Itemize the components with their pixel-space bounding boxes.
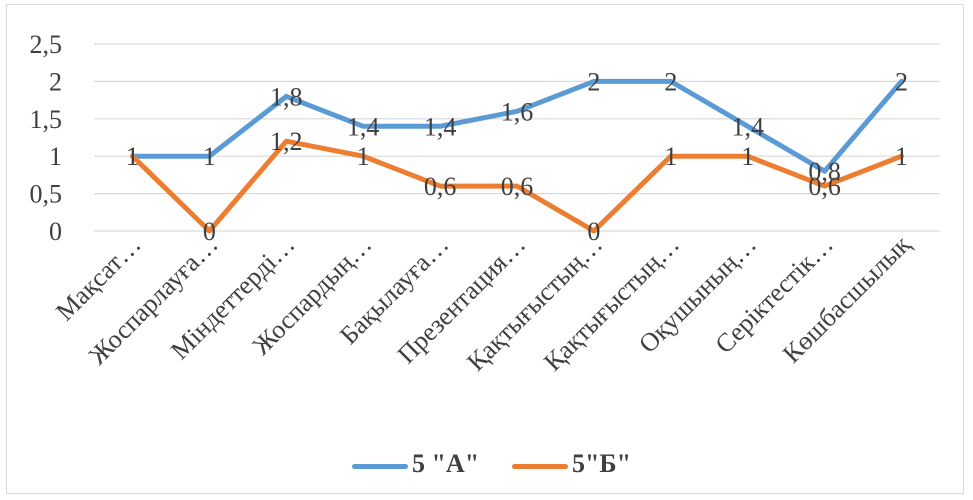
legend-line-series-a: [352, 464, 408, 469]
y-tick-label: 0: [49, 217, 62, 246]
data-label: 0: [587, 217, 600, 246]
data-label: 1: [664, 142, 677, 171]
data-label: 1: [357, 142, 370, 171]
data-label: 1,6: [501, 97, 534, 126]
y-axis-tick-labels: 0 0,5 1 1,5 2 2,5: [30, 30, 63, 246]
series-line-1: [130, 138, 904, 234]
data-label: 1: [126, 142, 139, 171]
legend: 5 "А" 5"Б": [0, 445, 973, 485]
chart-frame: [6, 4, 964, 494]
data-label: 2: [587, 67, 600, 96]
data-label: 2: [895, 67, 908, 96]
y-tick-label: 1: [49, 142, 62, 171]
x-tick-label: Қақтығыстың…: [538, 230, 685, 377]
gridlines: [94, 43, 940, 232]
x-tick-label: Қақтығыстың…: [461, 230, 608, 377]
data-label: 0,6: [424, 172, 457, 201]
data-label: 0: [203, 217, 216, 246]
y-tick-label: 1,5: [30, 105, 63, 134]
legend-line-series-b: [512, 464, 568, 469]
data-label: 0,6: [501, 172, 534, 201]
data-label: 1,4: [731, 112, 764, 141]
data-label: 1: [203, 142, 216, 171]
y-tick-label: 0,5: [30, 180, 63, 209]
data-label: 1: [126, 142, 139, 171]
data-label: 1: [741, 142, 754, 171]
data-label: 0,6: [808, 172, 841, 201]
x-axis-tick-labels: Мақсат…Жоспарлауға…Міндеттерді…Жоспардың…: [50, 229, 916, 376]
data-label: 2: [664, 67, 677, 96]
data-label: 0,8: [808, 157, 841, 186]
y-tick-label: 2: [49, 67, 62, 96]
data-label: 1,4: [424, 112, 457, 141]
data-label: 1,2: [270, 127, 303, 156]
data-label: 1: [895, 142, 908, 171]
data-label: 1,8: [270, 82, 303, 111]
series-line-0: [130, 78, 904, 174]
data-labels: 1 1 1,8 1,4 1,4 1,6 2 2 1,4 0,8 2 1 0 1,2 1 0,6 0,6 0 1 1 0,…: [126, 67, 908, 246]
data-label: 1,4: [347, 112, 380, 141]
legend-label-series-b: 5"Б": [572, 449, 632, 478]
series-lines: [130, 78, 904, 234]
legend-label-series-a: 5 "А": [412, 449, 480, 478]
y-tick-label: 2,5: [30, 30, 63, 59]
